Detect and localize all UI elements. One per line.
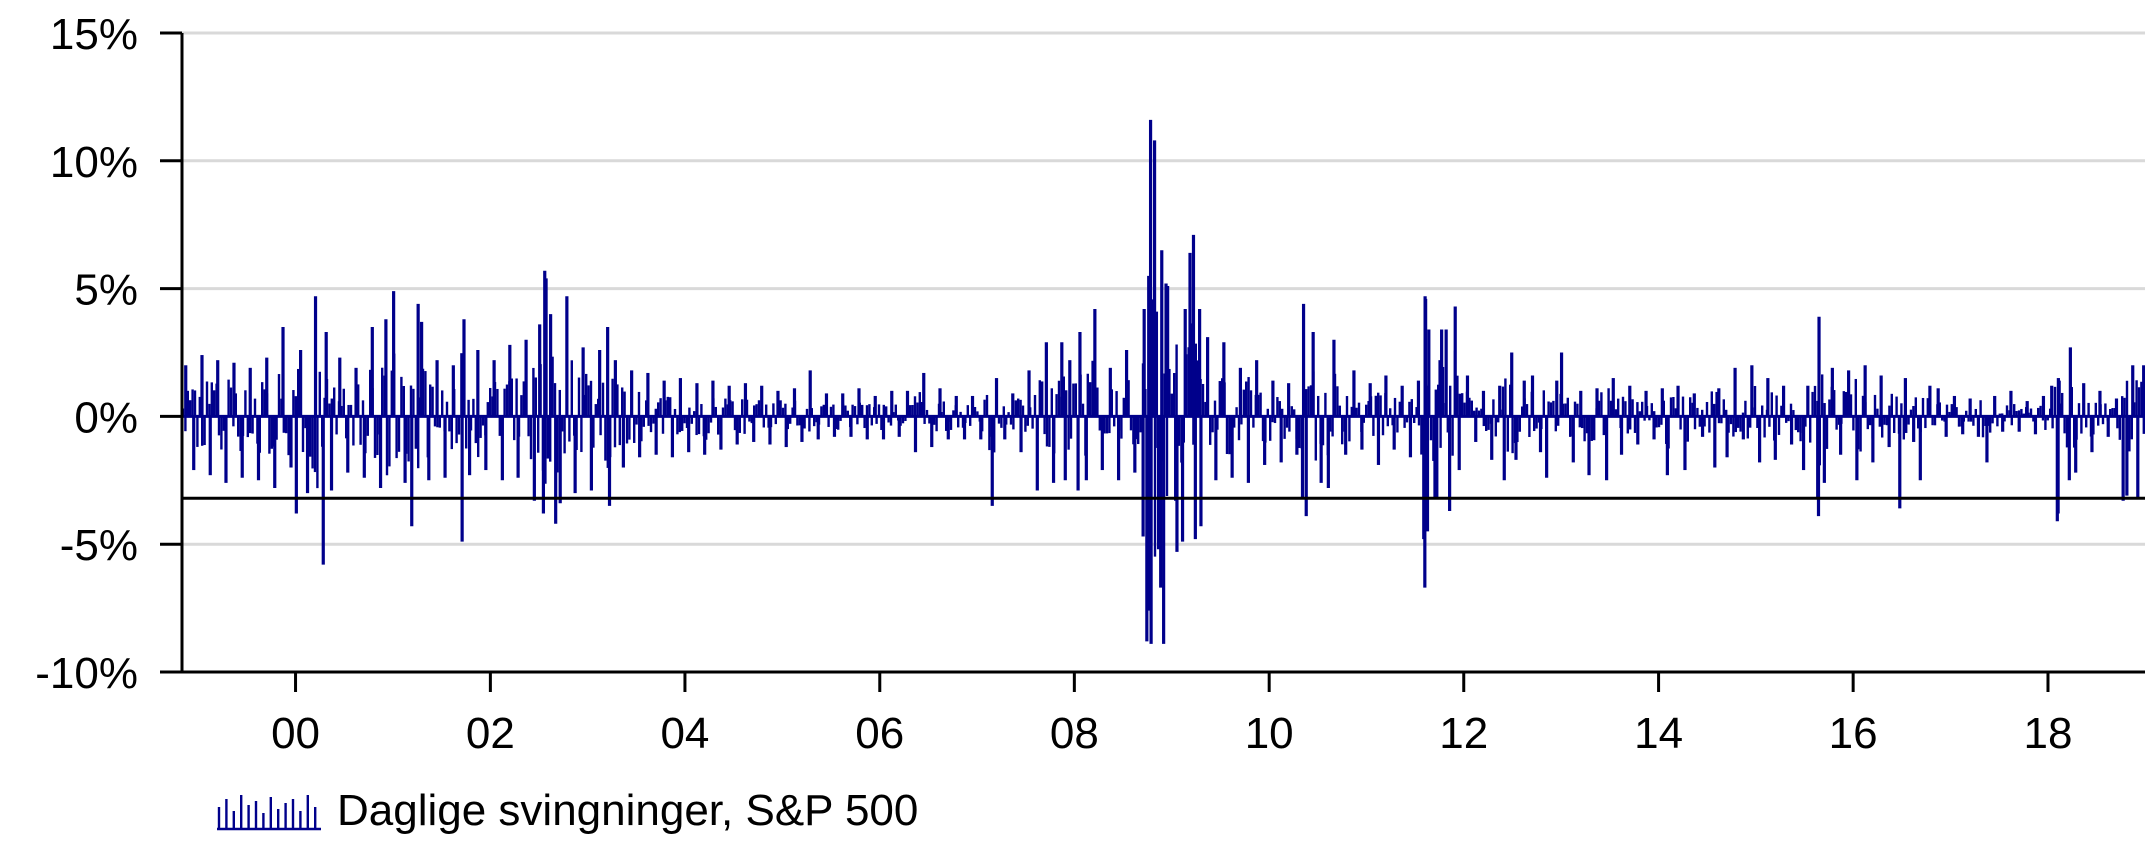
y-tick-label: -5% bbox=[60, 521, 138, 570]
data-bars bbox=[181, 119, 2145, 644]
x-tick-label: 16 bbox=[1829, 709, 1878, 758]
legend: Daglige svingninger, S&P 500 bbox=[215, 786, 918, 836]
legend-label: Daglige svingninger, S&P 500 bbox=[337, 786, 919, 835]
x-tick-label: 04 bbox=[660, 709, 709, 758]
y-tick-label: 15% bbox=[50, 10, 138, 59]
y-axis-ticks: 15% 10% 5% 0% -5% -10% bbox=[35, 10, 182, 698]
x-tick-label: 10 bbox=[1245, 709, 1294, 758]
y-tick-label: -10% bbox=[35, 649, 138, 698]
y-tick-label: 10% bbox=[50, 138, 138, 187]
y-tick-label: 0% bbox=[74, 393, 138, 442]
x-tick-label: 02 bbox=[466, 709, 515, 758]
x-tick-label: 00 bbox=[271, 709, 320, 758]
x-tick-label: 08 bbox=[1050, 709, 1099, 758]
x-tick-label: 06 bbox=[855, 709, 904, 758]
x-axis-ticks: 00 02 04 06 08 10 12 14 16 18 bbox=[271, 672, 2072, 758]
x-tick-label: 14 bbox=[1634, 709, 1683, 758]
x-tick-label: 12 bbox=[1439, 709, 1488, 758]
y-tick-label: 5% bbox=[74, 266, 138, 315]
legend-swatch-icon bbox=[217, 795, 321, 831]
x-tick-label: 18 bbox=[2024, 709, 2073, 758]
